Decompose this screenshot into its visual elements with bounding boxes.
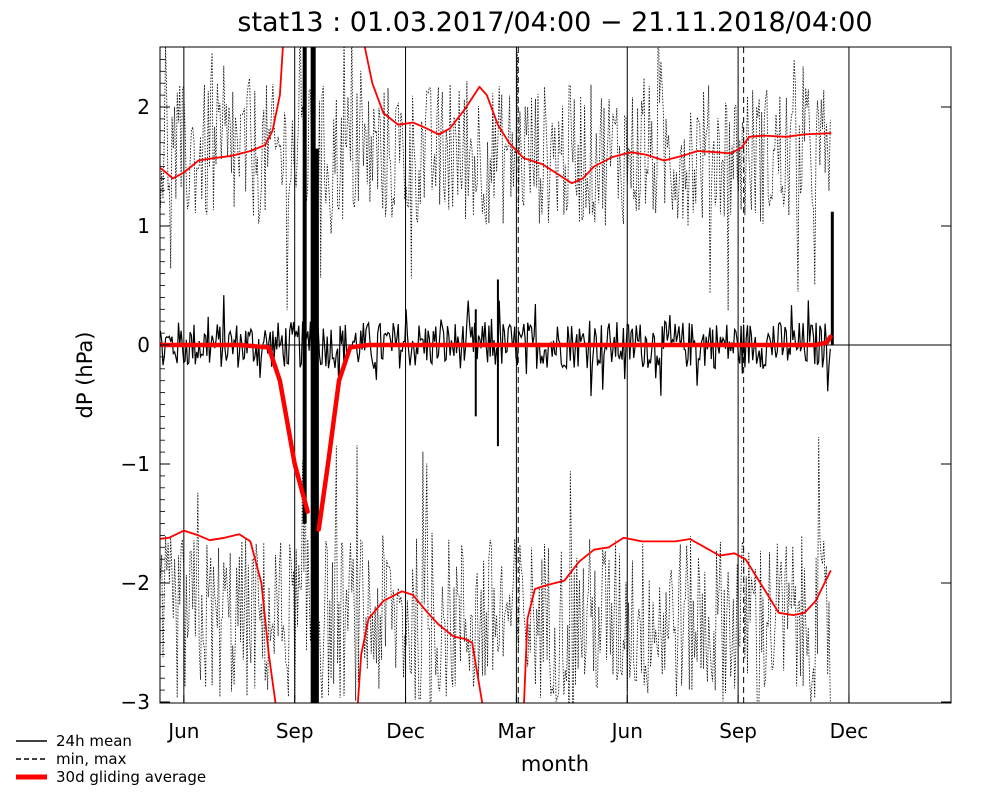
legend-label-24h-mean: 24h mean [56, 732, 132, 750]
axis-ticks: Jun Sep Dec Mar Jun Sep Dec 2 1 0 −1 −2 −3 [121, 59, 951, 743]
series-gliding-average-max [160, 47, 284, 180]
x-tick-label: Jun [610, 719, 643, 743]
x-tick-label: Sep [719, 719, 757, 743]
series-min-max [160, 436, 831, 703]
series-gliding-average-min [356, 590, 484, 703]
y-tick-label: −1 [121, 452, 150, 476]
series-min-max [160, 47, 831, 311]
series-gliding-average-min [160, 529, 277, 703]
legend-label-min-max: min, max [56, 750, 127, 768]
plot-area [160, 47, 951, 703]
series-gliding-average-mean [316, 334, 833, 532]
y-axis-label: dP (hPa) [73, 332, 97, 419]
plot-frame [159, 46, 952, 704]
series-gliding-average-max [363, 47, 832, 185]
x-tick-label: Dec [830, 719, 869, 743]
y-tick-label: −2 [121, 571, 150, 595]
x-axis-label: month [521, 752, 589, 776]
y-tick-label: −3 [121, 690, 150, 714]
chart-title: stat13 : 01.03.2017/04:00 − 21.11.2018/0… [237, 7, 872, 38]
legend: 24h mean min, max 30d gliding average [16, 732, 206, 786]
x-tick-label: Sep [276, 719, 314, 743]
series-gliding-average-min [523, 536, 832, 703]
y-tick-label: 2 [137, 95, 150, 119]
x-tick-label: Dec [386, 719, 425, 743]
y-tick-label: 0 [137, 333, 150, 357]
x-tick-label: Jun [166, 719, 199, 743]
legend-label-gliding-average: 30d gliding average [56, 768, 206, 786]
x-tick-label: Mar [498, 719, 537, 743]
y-tick-label: 1 [137, 214, 150, 238]
